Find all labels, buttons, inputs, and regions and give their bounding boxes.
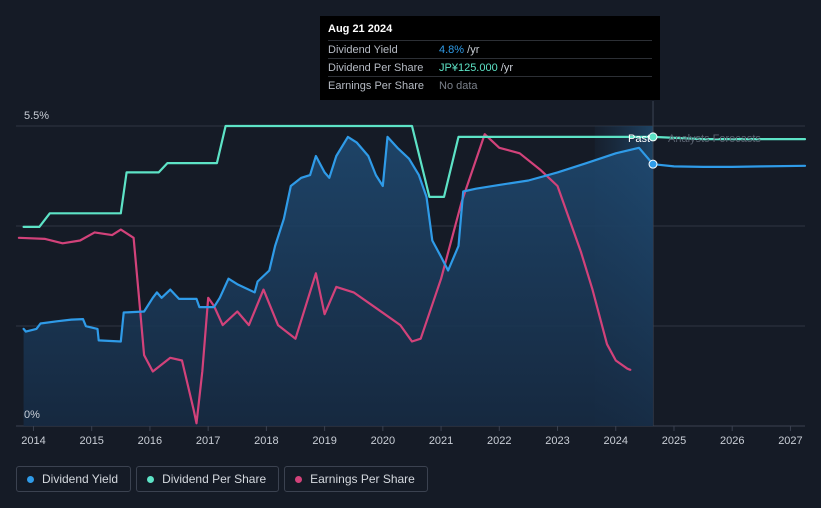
- legend-item-dividend-per-share[interactable]: Dividend Per Share: [136, 466, 280, 492]
- legend: Dividend Yield Dividend Per Share Earnin…: [16, 466, 428, 492]
- tooltip-value: JP¥125.000 /yr: [439, 61, 513, 74]
- y-tick-top: 5.5%: [24, 110, 49, 122]
- tooltip: Aug 21 2024 Dividend Yield 4.8% /yr Divi…: [320, 16, 660, 100]
- tooltip-value: 4.8% /yr: [439, 43, 480, 56]
- x-tick-label: 2016: [138, 435, 162, 447]
- x-tick-label: 2023: [545, 435, 569, 447]
- forecast-label: Analysts Forecasts: [668, 133, 761, 145]
- tooltip-row-dividend-per-share: Dividend Per Share JP¥125.000 /yr: [328, 58, 652, 76]
- series-lines: [17, 124, 807, 425]
- legend-dot-icon: [295, 475, 303, 483]
- tooltip-label: Earnings Per Share: [328, 79, 424, 92]
- tooltip-label: Dividend Per Share: [328, 61, 424, 74]
- x-tick-label: 2025: [662, 435, 686, 447]
- y-tick-bottom: 0%: [24, 409, 40, 421]
- x-tick-label: 2014: [21, 435, 45, 447]
- hover-markers: [648, 132, 658, 169]
- series-line-dividend-per-share: [22, 124, 807, 228]
- legend-label: Dividend Per Share: [162, 472, 267, 486]
- x-tick-label: 2020: [371, 435, 395, 447]
- marker-dividend-yield: [648, 159, 658, 169]
- tooltip-row-dividend-yield: Dividend Yield 4.8% /yr: [328, 40, 652, 58]
- x-axis: 2014 2015 2016 2017 2018 2019 2020 2021 2022 2023…: [21, 426, 803, 447]
- legend-dot-icon: [147, 475, 155, 483]
- dividend-yield-area: [23, 136, 654, 426]
- x-tick-label: 2017: [196, 435, 220, 447]
- legend-label: Dividend Yield: [42, 472, 119, 486]
- x-tick-label: 2021: [429, 435, 453, 447]
- tooltip-label: Dividend Yield: [328, 43, 398, 56]
- x-tick-label: 2018: [254, 435, 278, 447]
- legend-dot-icon: [27, 475, 34, 483]
- tooltip-date: Aug 21 2024: [328, 23, 393, 35]
- legend-item-earnings-per-share[interactable]: Earnings Per Share: [284, 466, 428, 492]
- tooltip-value: No data: [439, 79, 478, 92]
- series-line-earnings-per-share: [17, 133, 632, 425]
- x-tick-label: 2015: [79, 435, 103, 447]
- x-tick-label: 2024: [604, 435, 628, 447]
- dividend-yield-fill: [23, 136, 654, 426]
- series-line-dividend-yield: [22, 135, 807, 343]
- marker-dividend-per-share: [648, 132, 658, 142]
- legend-label: Earnings Per Share: [310, 472, 415, 486]
- past-label: Past: [628, 133, 650, 145]
- x-tick-label: 2022: [487, 435, 511, 447]
- x-tick-label: 2027: [778, 435, 802, 447]
- x-tick-label: 2019: [312, 435, 336, 447]
- x-tick-label: 2026: [720, 435, 744, 447]
- legend-item-dividend-yield[interactable]: Dividend Yield: [16, 466, 132, 492]
- tooltip-row-earnings-per-share: Earnings Per Share No data: [328, 76, 652, 94]
